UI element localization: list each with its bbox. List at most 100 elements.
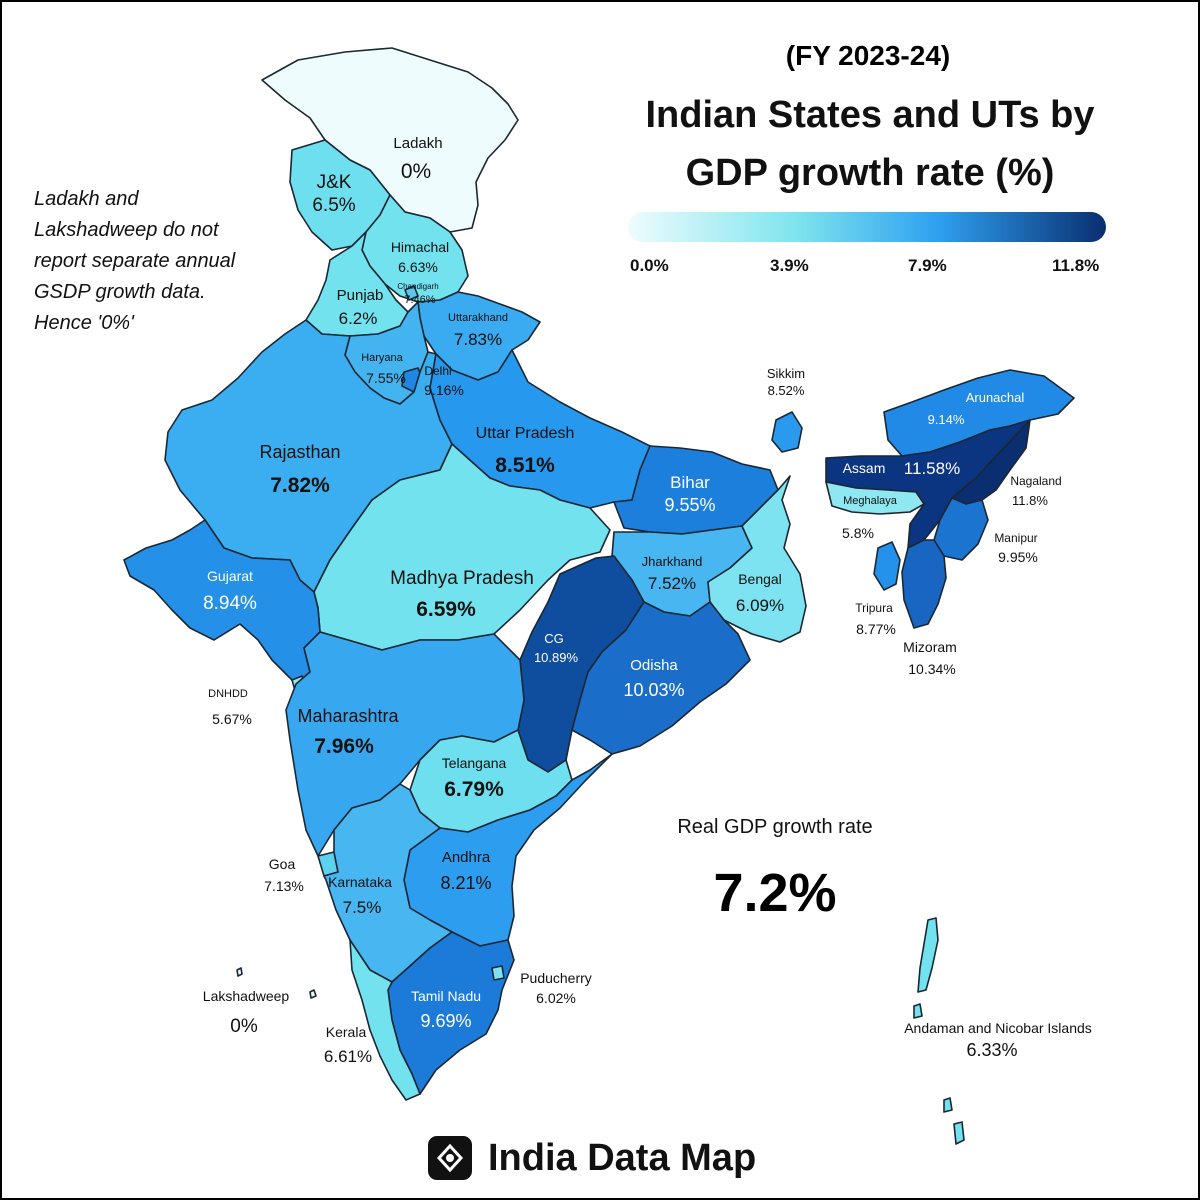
label-mizoram-value: 10.34% <box>908 661 955 677</box>
label-jharkhand-name: Jharkhand <box>642 554 703 569</box>
label-goa-name: Goa <box>269 856 296 872</box>
label-arunachal-value: 9.14% <box>928 412 965 427</box>
label-punjab-name: Punjab <box>337 287 384 304</box>
label-maharashtra-value: 7.96% <box>314 735 374 758</box>
label-rajasthan-value: 7.82% <box>270 474 330 497</box>
region-bengal <box>707 475 807 643</box>
label-lakshadweep-value: 0% <box>230 1016 258 1037</box>
map-title-line-2: GDP growth rate (%) <box>685 152 1055 194</box>
label-tamilnadu-value: 9.69% <box>420 1011 471 1031</box>
label-nagaland-name: Nagaland <box>1010 474 1061 488</box>
label-bihar-name: Bihar <box>670 473 710 492</box>
label-puducherry-name: Puducherry <box>520 970 592 986</box>
data-note: Ladakh and Lakshadweep do not report sep… <box>34 184 284 339</box>
national-growth-label: Real GDP growth rate <box>677 816 873 838</box>
label-karnataka-value: 7.5% <box>343 898 382 917</box>
label-meghalaya-value: 5.8% <box>842 525 874 541</box>
legend-color-bar <box>628 212 1106 242</box>
diamond-icon <box>436 1143 464 1173</box>
label-uttarakhand-name: Uttarakhand <box>448 312 508 324</box>
label-goa-value: 7.13% <box>264 878 304 894</box>
label-punjab-value: 6.2% <box>339 309 378 328</box>
data-note-line-4: GSDP growth data. <box>34 281 206 303</box>
label-lakshadweep-name: Lakshadweep <box>203 988 290 1004</box>
region-andaman <box>913 917 965 1145</box>
label-puducherry-value: 6.02% <box>536 990 576 1006</box>
data-note-line-1: Ladakh and <box>34 188 139 210</box>
data-note-line-3: report separate annual <box>34 250 236 272</box>
label-haryana-name: Haryana <box>361 352 403 364</box>
label-himachal-name: Himachal <box>391 239 449 255</box>
legend-tick-1: 3.9% <box>770 256 809 275</box>
label-tripura-name: Tripura <box>855 601 893 615</box>
region-tripura <box>873 541 901 591</box>
label-karnataka-name: Karnataka <box>328 874 392 890</box>
region-mizoram <box>901 539 947 629</box>
region-odisha <box>571 601 751 755</box>
label-odisha-name: Odisha <box>630 657 678 674</box>
label-assam-name: Assam <box>843 460 886 476</box>
label-up-value: 8.51% <box>495 454 555 477</box>
label-gujarat-value: 8.94% <box>203 593 257 614</box>
label-kerala-value: 6.61% <box>324 1047 372 1066</box>
region-gujarat <box>123 519 321 685</box>
region-sikkim <box>771 411 803 453</box>
label-maharashtra-name: Maharashtra <box>297 706 399 726</box>
label-telangana-value: 6.79% <box>444 778 504 801</box>
label-delhi-value: 9.16% <box>424 382 464 398</box>
label-jk-value: 6.5% <box>312 195 355 216</box>
data-note-line-2: Lakshadweep do not <box>34 219 219 241</box>
map-title: Indian States and UTs by GDP growth rate… <box>620 86 1120 202</box>
label-telangana-name: Telangana <box>442 755 507 771</box>
label-andaman-value: 6.33% <box>966 1040 1017 1060</box>
label-mp-value: 6.59% <box>416 598 476 621</box>
region-tamilnadu <box>387 931 515 1095</box>
legend-tick-0: 0.0% <box>630 256 669 275</box>
label-kerala-name: Kerala <box>326 1024 367 1040</box>
brand-name: India Data Map <box>488 1136 757 1179</box>
label-meghalaya-name: Meghalaya <box>843 495 898 507</box>
label-andhra-name: Andhra <box>442 849 491 866</box>
label-haryana-value: 7.55% <box>366 370 406 386</box>
label-sikkim-name: Sikkim <box>767 366 805 381</box>
label-jharkhand-value: 7.52% <box>648 574 696 593</box>
label-mp-name: Madhya Pradesh <box>390 568 534 589</box>
label-tamilnadu-name: Tamil Nadu <box>411 988 481 1004</box>
brand-logo-icon <box>428 1136 472 1180</box>
label-gujarat-name: Gujarat <box>207 568 253 584</box>
brand-footer: India Data Map <box>428 1134 756 1182</box>
region-kerala <box>349 939 421 1101</box>
label-bengal-name: Bengal <box>738 571 782 587</box>
data-note-line-5: Hence '0%' <box>34 312 134 334</box>
map-subtitle: (FY 2023-24) <box>785 40 951 71</box>
label-himachal-value: 6.63% <box>398 259 438 275</box>
label-dnhdd-name: DNHDD <box>208 688 248 700</box>
region-chandigarh <box>404 285 419 301</box>
label-andaman-name: Andaman and Nicobar Islands <box>904 1020 1092 1036</box>
label-rajasthan-name: Rajasthan <box>259 442 340 462</box>
label-chandigarh-name: Chandigarh <box>397 282 438 291</box>
label-jk-name: J&K <box>317 172 352 193</box>
national-growth-value: 7.2% <box>713 863 837 923</box>
region-puducherry <box>491 965 505 981</box>
legend-tick-2: 7.9% <box>908 256 947 275</box>
label-ladakh-value: 0% <box>401 160 431 183</box>
label-bihar-value: 9.55% <box>664 495 715 515</box>
label-manipur-value: 9.95% <box>998 549 1038 565</box>
map-title-line-1: Indian States and UTs by <box>645 94 1095 136</box>
label-dnhdd-value: 5.67% <box>212 711 252 727</box>
region-lakshadweep <box>236 967 317 999</box>
label-tripura-value: 8.77% <box>856 621 896 637</box>
label-chandigarh-value: 7.46% <box>404 294 435 306</box>
label-assam-value: 11.58% <box>904 459 960 478</box>
label-delhi-name: Delhi <box>424 364 451 378</box>
region-uttarakhand <box>417 291 541 381</box>
label-odisha-value: 10.03% <box>623 680 684 700</box>
region-meghalaya <box>825 481 925 515</box>
label-up-name: Uttar Pradesh <box>476 425 575 442</box>
label-cg-name: CG <box>544 631 564 646</box>
label-ladakh-name: Ladakh <box>393 135 442 152</box>
label-bengal-value: 6.09% <box>736 596 784 615</box>
